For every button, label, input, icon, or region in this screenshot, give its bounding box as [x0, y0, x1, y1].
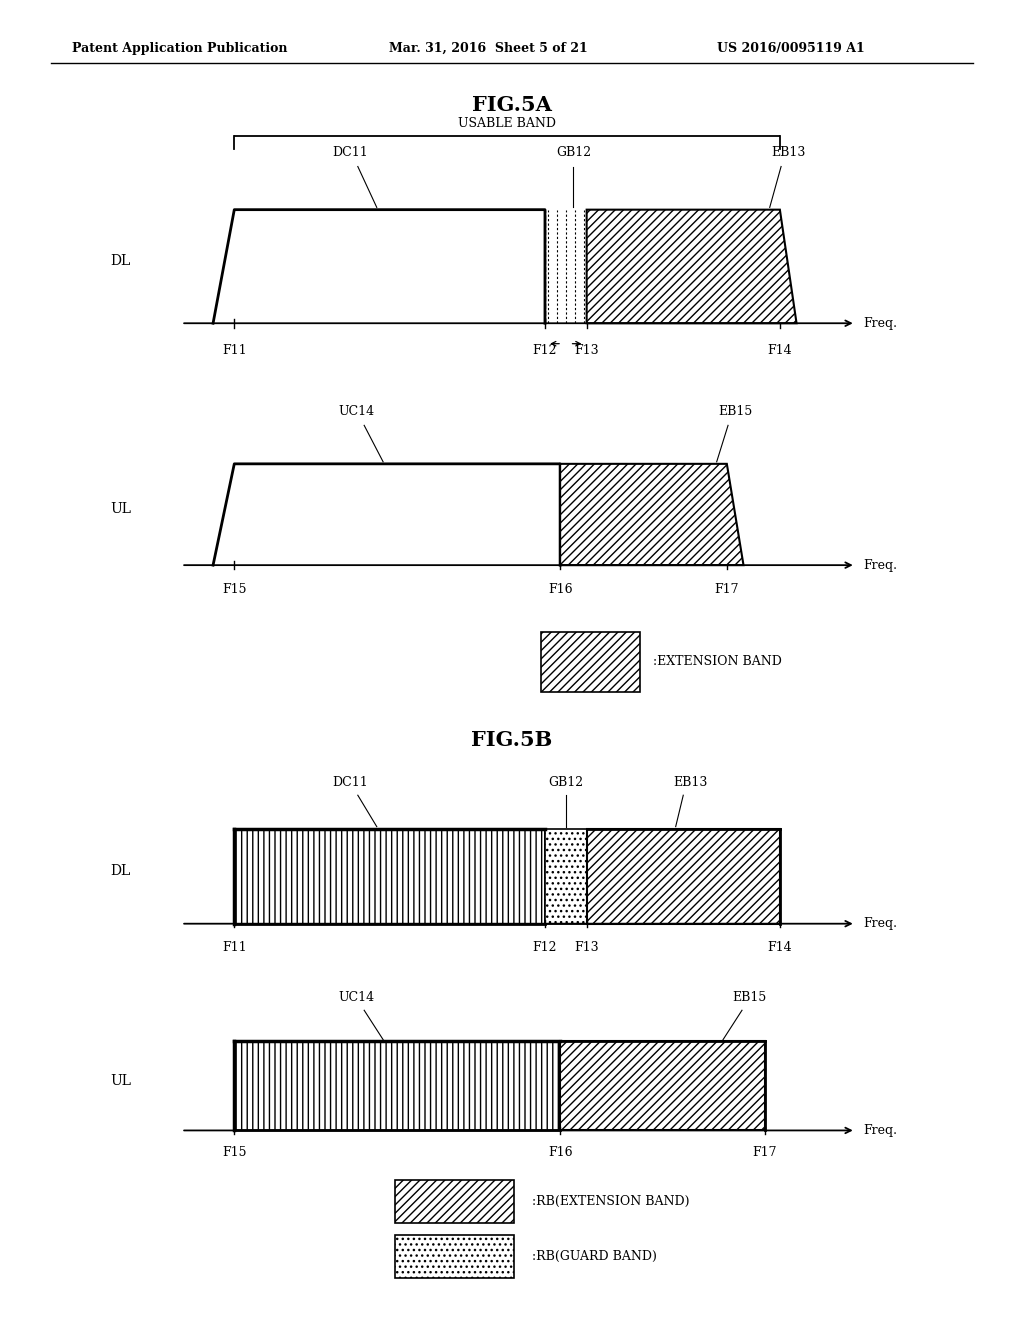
Text: GB12: GB12: [556, 145, 591, 158]
Text: F12: F12: [532, 343, 557, 356]
Text: DL: DL: [111, 865, 131, 878]
Text: :RB(GUARD BAND): :RB(GUARD BAND): [531, 1250, 656, 1263]
Text: F16: F16: [548, 583, 572, 597]
Text: F14: F14: [768, 343, 793, 356]
Text: EB15: EB15: [732, 991, 767, 1005]
Bar: [234, 829, 545, 924]
Text: :RB(EXTENSION BAND): :RB(EXTENSION BAND): [531, 1195, 689, 1208]
Text: FIG.5A: FIG.5A: [472, 95, 552, 115]
Text: DC11: DC11: [333, 776, 368, 788]
Bar: [560, 1041, 765, 1130]
Bar: [395, 1234, 514, 1278]
Text: F17: F17: [715, 583, 739, 597]
Text: GB12: GB12: [548, 776, 584, 788]
Text: UL: UL: [111, 503, 131, 516]
Text: UC14: UC14: [339, 405, 375, 418]
Text: F13: F13: [574, 941, 599, 954]
Text: :EXTENSION BAND: :EXTENSION BAND: [653, 656, 781, 668]
Text: Mar. 31, 2016  Sheet 5 of 21: Mar. 31, 2016 Sheet 5 of 21: [389, 42, 588, 55]
Text: UL: UL: [111, 1074, 131, 1089]
Text: Freq.: Freq.: [863, 917, 897, 931]
Text: F16: F16: [548, 1147, 572, 1159]
Text: EB13: EB13: [771, 145, 806, 158]
Text: EB13: EB13: [674, 776, 708, 788]
Text: F15: F15: [222, 583, 247, 597]
Text: Freq.: Freq.: [863, 1123, 897, 1137]
Bar: [395, 1180, 514, 1224]
Text: UC14: UC14: [339, 991, 375, 1005]
Text: US 2016/0095119 A1: US 2016/0095119 A1: [717, 42, 864, 55]
Polygon shape: [213, 210, 545, 323]
Text: DC11: DC11: [333, 145, 368, 158]
Text: F12: F12: [532, 941, 557, 954]
Text: FIG.5B: FIG.5B: [471, 730, 553, 750]
Text: F17: F17: [753, 1147, 777, 1159]
Text: DL: DL: [111, 253, 131, 268]
Polygon shape: [213, 463, 560, 565]
Text: F11: F11: [222, 941, 247, 954]
Text: F14: F14: [768, 941, 793, 954]
Text: Freq.: Freq.: [863, 317, 897, 330]
Text: USABLE BAND: USABLE BAND: [458, 117, 556, 131]
Polygon shape: [541, 632, 640, 692]
Text: Patent Application Publication: Patent Application Publication: [72, 42, 287, 55]
Bar: [545, 829, 587, 924]
Bar: [587, 829, 780, 924]
Text: F11: F11: [222, 343, 247, 356]
Text: F15: F15: [222, 1147, 247, 1159]
Bar: [234, 1041, 560, 1130]
Text: F13: F13: [574, 343, 599, 356]
Polygon shape: [587, 210, 797, 323]
Polygon shape: [560, 463, 743, 565]
Text: Freq.: Freq.: [863, 558, 897, 572]
Polygon shape: [545, 210, 587, 323]
Text: EB15: EB15: [719, 405, 753, 418]
